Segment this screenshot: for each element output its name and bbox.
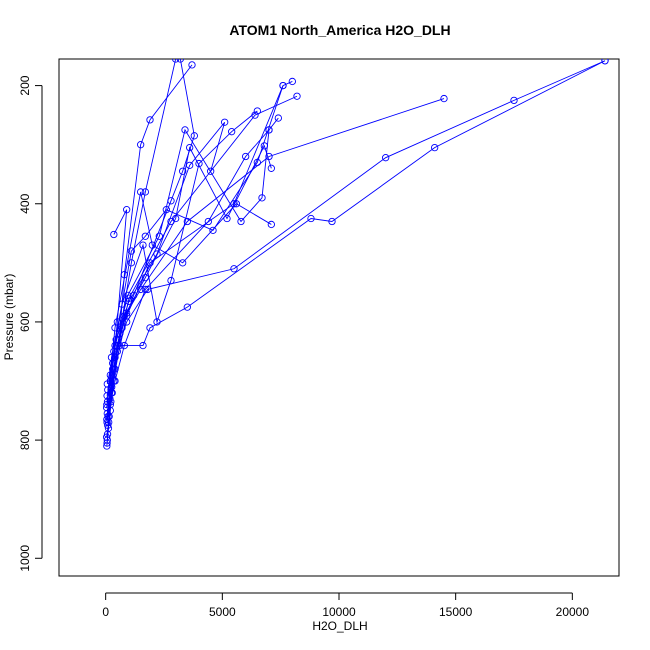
data-point [137,141,145,149]
plot-frame [58,58,620,577]
data-point [120,312,128,320]
data-point [382,154,390,162]
data-point [127,259,135,267]
data-point [181,126,189,134]
data-point [141,285,149,294]
y-axis-label: Pressure (mbar) [2,274,16,361]
profile-line-2 [106,95,298,444]
data-point [111,341,119,350]
data-point [242,152,250,161]
x-tick-label: 0 [102,605,109,619]
data-point [601,59,609,65]
data-point [111,377,119,385]
data-point [104,386,112,394]
data-point [127,247,135,255]
data-point [141,232,149,240]
data-point [228,128,236,136]
data-point [179,167,187,175]
data-point [179,259,187,267]
profile-line-9 [107,117,279,417]
profile-line-16 [106,81,293,385]
data-point [183,217,191,226]
data-point [124,291,132,299]
data-point [103,436,111,444]
data-point [258,194,266,202]
data-point [288,77,296,86]
data-point [204,217,212,226]
data-point [110,230,118,239]
data-point [102,433,111,441]
y-tick-label: 600 [18,312,32,332]
data-point [146,116,154,124]
data-point [307,214,315,223]
x-tick-label: 5000 [209,605,236,619]
y-tick-label: 200 [18,75,32,95]
x-tick-label: 20000 [556,605,590,619]
x-axis: 0 5000 10000 15000 20000 [102,592,590,619]
profile-line-13 [107,110,258,402]
data-point [253,158,261,167]
data-point [123,206,131,214]
x-tick-label: 10000 [322,605,356,619]
data-point [139,341,147,350]
data-point [103,430,112,438]
y-tick-label: 400 [18,193,32,213]
data-point [209,226,217,234]
data-point [153,318,161,326]
data-point [172,59,180,63]
profile-line-4 [106,98,445,438]
data-point [293,92,301,100]
data-point [440,94,448,103]
data-layer [102,59,609,450]
profile-line-14 [106,144,272,396]
data-point [328,217,336,226]
data-point [223,214,231,223]
data-point [190,132,198,140]
data-point [253,107,261,115]
data-point [510,96,518,105]
y-tick-label: 800 [18,430,32,450]
data-point [116,341,124,350]
data-point [221,118,229,126]
data-point [153,250,161,258]
data-point [103,398,112,406]
data-point [104,412,112,421]
profile-line-5 [107,60,606,435]
data-point [167,276,175,285]
data-point [139,241,147,249]
data-point [172,214,180,223]
x-tick-label: 15000 [439,605,473,619]
data-point [267,220,275,229]
data-point [137,188,145,196]
data-point [230,265,238,273]
y-tick-label: 1000 [18,545,32,572]
data-point [141,188,149,196]
data-point [207,167,215,175]
y-axis: 200 400 600 800 1000 [18,75,43,572]
x-axis-label: H2O_DLH [312,619,367,633]
data-point [183,303,191,311]
data-point [120,341,128,350]
data-point [146,324,154,332]
data-point [237,217,245,226]
data-point [267,164,275,172]
data-point [141,273,149,282]
data-point [431,143,439,152]
data-point [148,241,156,249]
data-point [176,59,184,63]
data-point [162,206,170,214]
data-point [195,159,203,168]
data-point [279,81,287,90]
data-point [103,380,111,388]
data-point [188,61,196,69]
chart-title: ATOM1 North_America H2O_DLH [229,22,450,38]
data-point [103,401,111,409]
data-point [274,114,282,122]
profile-line-11 [106,121,226,408]
data-point [186,143,194,152]
profile-line-6 [107,60,606,426]
data-point [155,232,163,240]
